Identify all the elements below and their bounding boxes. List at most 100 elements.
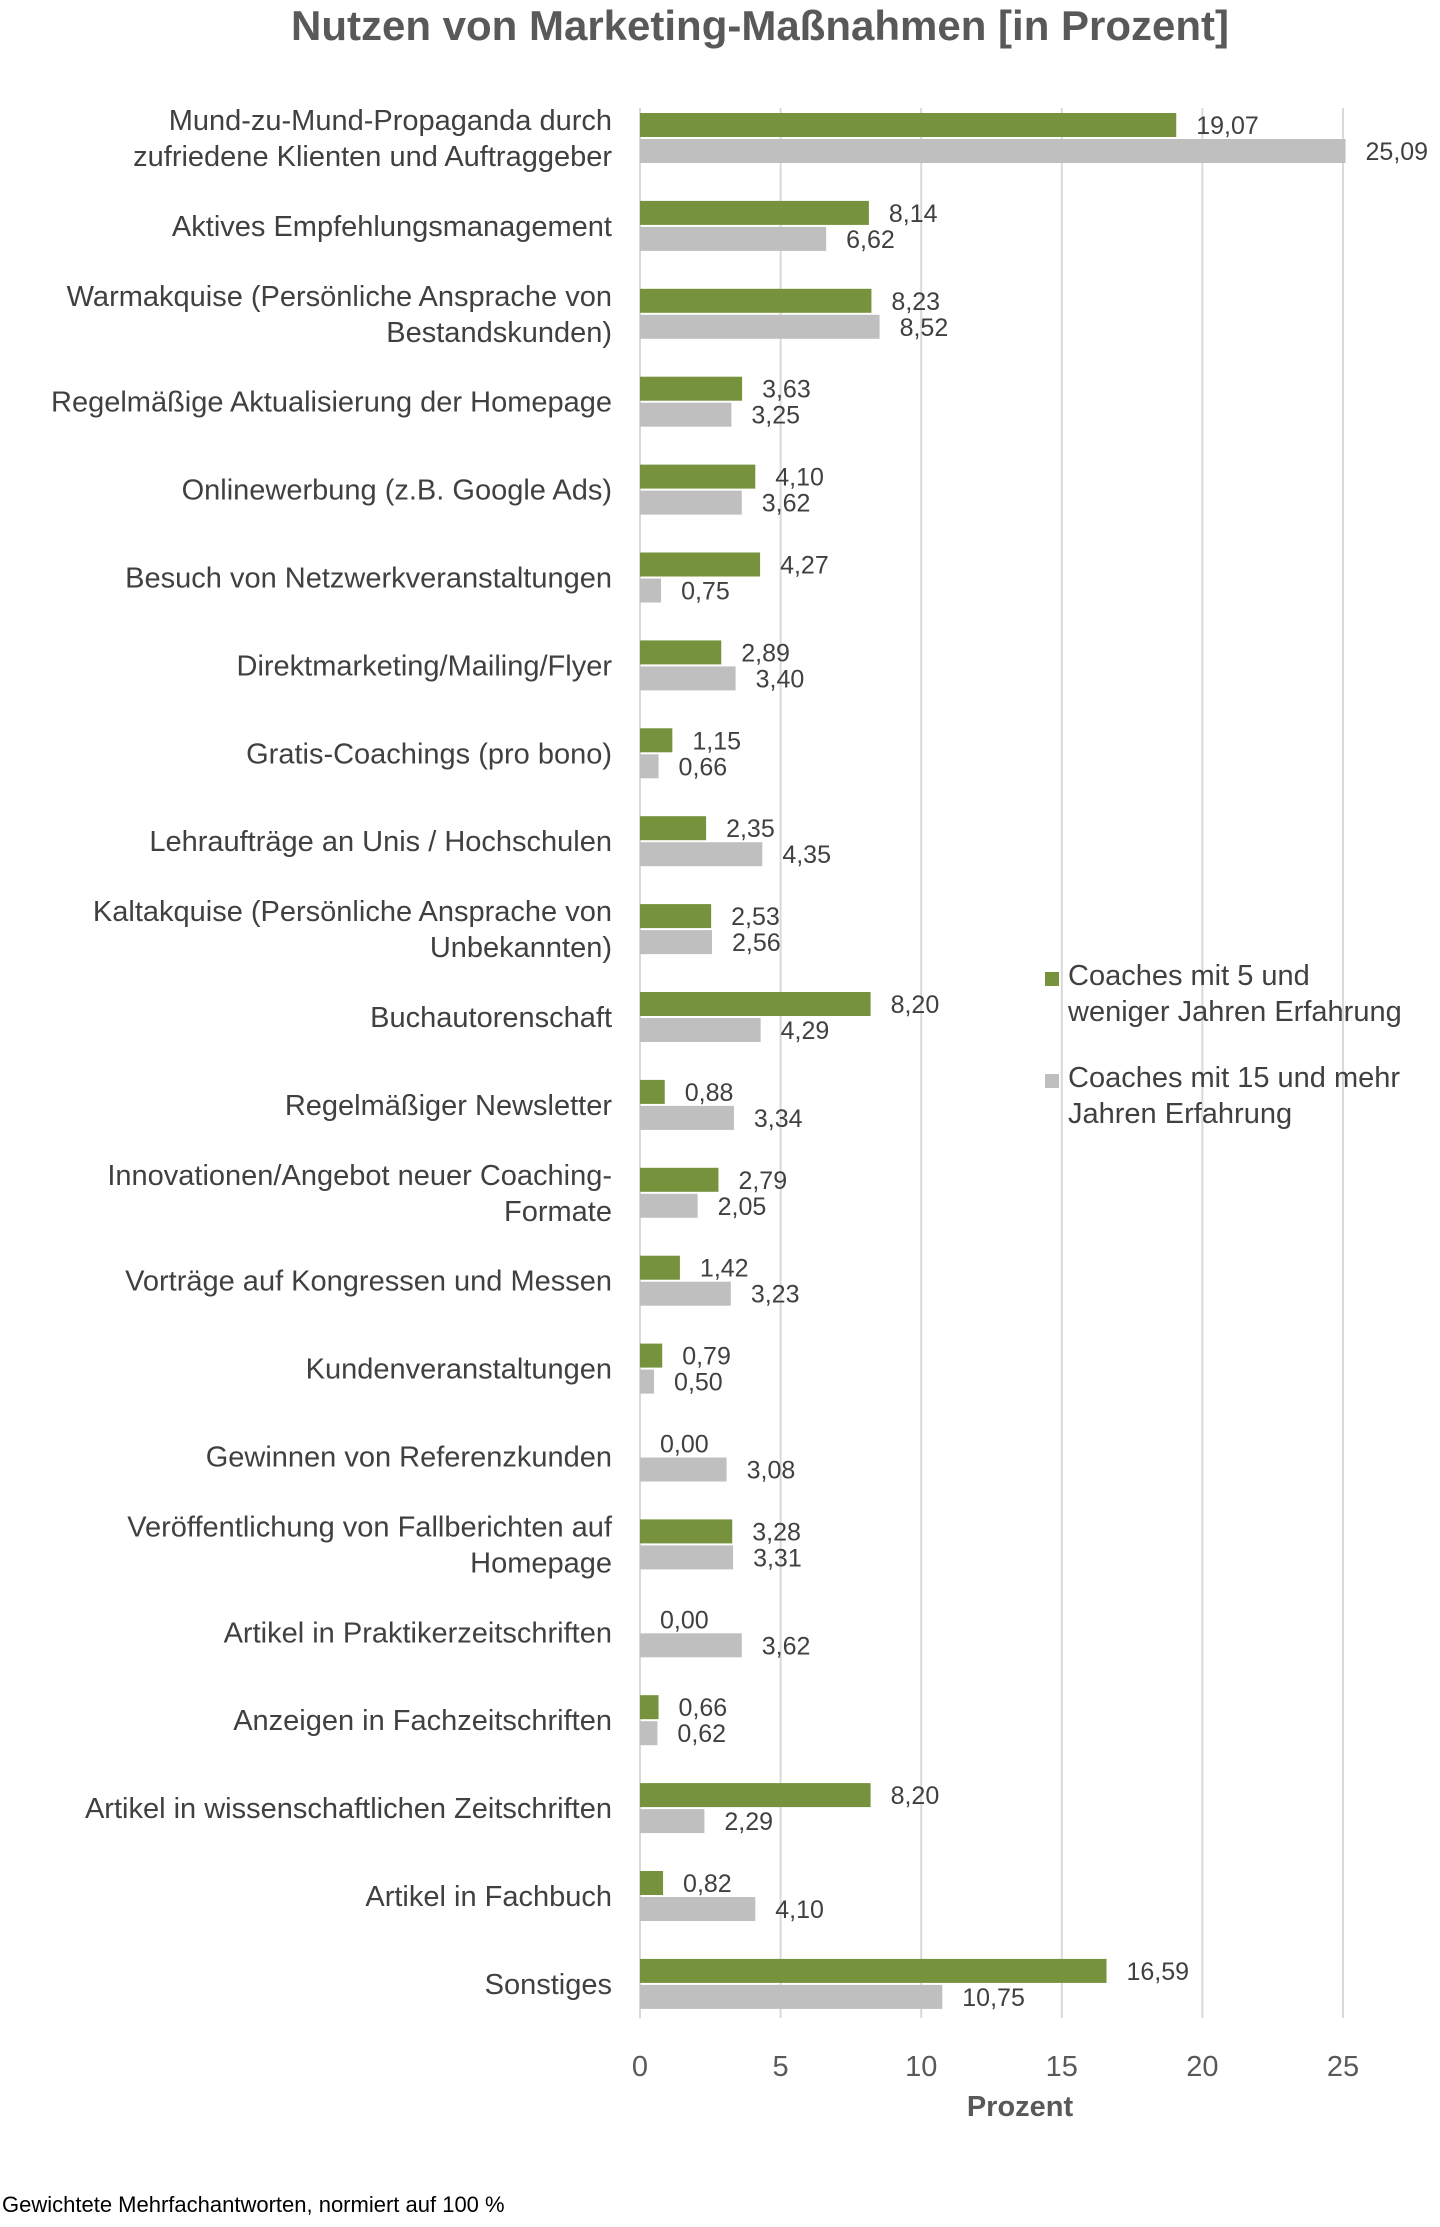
category-label: Kundenveranstaltungen bbox=[306, 1354, 612, 1386]
bar-series-2 bbox=[640, 930, 712, 955]
data-label: 1,42 bbox=[700, 1255, 749, 1283]
data-label: 3,25 bbox=[751, 402, 800, 430]
data-label: 19,07 bbox=[1196, 112, 1259, 140]
bar-series-2 bbox=[640, 1457, 727, 1482]
data-label: 4,27 bbox=[780, 552, 829, 580]
category-label: Innovationen/Angebot neuer Coaching- Form… bbox=[107, 1160, 612, 1228]
bar-series-2 bbox=[640, 1281, 731, 1306]
data-label: 3,28 bbox=[752, 1518, 801, 1546]
bar-series-2 bbox=[640, 1721, 658, 1746]
x-axis-title: Prozent bbox=[967, 2091, 1074, 2123]
category-label-line: Artikel in wissenschaftlichen Zeitschrif… bbox=[85, 1793, 612, 1825]
bar-series-1 bbox=[640, 1695, 659, 1720]
data-label: 4,29 bbox=[781, 1017, 830, 1045]
bar-series-2 bbox=[640, 842, 763, 867]
bar-series-2 bbox=[640, 1369, 655, 1394]
x-tick-label: 5 bbox=[773, 2051, 789, 2083]
legend: Coaches mit 5 und weniger Jahren Erfahrun… bbox=[1045, 960, 1402, 1130]
data-label: 0,79 bbox=[682, 1343, 731, 1371]
category-label: Veröffentlichung von Fallberichten auf Ho… bbox=[127, 1511, 613, 1579]
category-label-line: Veröffentlichung von Fallberichten auf bbox=[127, 1511, 613, 1543]
data-label: 2,35 bbox=[726, 815, 775, 843]
bar-series-2 bbox=[640, 139, 1346, 163]
data-label: 16,59 bbox=[1127, 1958, 1190, 1986]
legend-swatch bbox=[1045, 1074, 1059, 1088]
bar-series-1 bbox=[640, 1255, 680, 1280]
bar-series-2 bbox=[640, 1105, 734, 1130]
bar-series-1 bbox=[640, 1343, 663, 1368]
legend-entry-line: Coaches mit 5 und bbox=[1068, 960, 1310, 992]
legend-entry-line: Coaches mit 15 und mehr bbox=[1068, 1062, 1400, 1094]
bar-series-2 bbox=[640, 1633, 742, 1658]
bar-series-1 bbox=[640, 1958, 1107, 1983]
category-label-line: Mund-zu-Mund-Propaganda durch bbox=[169, 105, 612, 137]
category-label: Artikel in wissenschaftlichen Zeitschrif… bbox=[85, 1793, 612, 1825]
data-label: 0,66 bbox=[679, 1694, 728, 1722]
category-label-line: Aktives Empfehlungsmanagement bbox=[172, 211, 612, 243]
data-label: 0,66 bbox=[679, 753, 728, 781]
bar-series-2 bbox=[640, 1545, 734, 1570]
data-label: 3,62 bbox=[762, 1632, 811, 1660]
category-label: Direktmarketing/Mailing/Flyer bbox=[237, 650, 613, 682]
bar-series-1 bbox=[640, 904, 712, 929]
data-label: 0,75 bbox=[681, 578, 730, 606]
data-label: 0,00 bbox=[660, 1606, 709, 1634]
bar-series-1 bbox=[640, 288, 872, 313]
category-label: Lehraufträge an Unis / Hochschulen bbox=[149, 826, 612, 858]
category-label-line: Artikel in Praktikerzeitschriften bbox=[224, 1617, 612, 1649]
category-label: Anzeigen in Fachzeitschriften bbox=[233, 1705, 612, 1737]
bar-series-1 bbox=[640, 728, 673, 753]
data-label: 3,34 bbox=[754, 1105, 803, 1133]
x-axis-ticks: 0 5 10 15 20 25 bbox=[632, 2051, 1359, 2083]
category-label-line: Kundenveranstaltungen bbox=[306, 1354, 612, 1386]
data-label: 3,40 bbox=[756, 665, 805, 693]
category-label: Aktives Empfehlungsmanagement bbox=[172, 211, 612, 243]
category-label-line: Unbekannten) bbox=[430, 932, 612, 964]
data-label: 3,31 bbox=[753, 1544, 802, 1572]
category-label-line: Vorträge auf Kongressen und Messen bbox=[125, 1266, 612, 1298]
legend-entry: Coaches mit 15 und mehr Jahren Erfahrung bbox=[1068, 1062, 1400, 1130]
bar-series-1 bbox=[640, 1519, 733, 1544]
bar-series-1 bbox=[640, 1079, 665, 1104]
data-label: 0,00 bbox=[660, 1431, 709, 1459]
data-label: 2,05 bbox=[718, 1193, 767, 1221]
data-label: 0,88 bbox=[685, 1079, 734, 1107]
data-label: 2,56 bbox=[732, 929, 781, 957]
category-label: Buchautorenschaft bbox=[370, 1002, 612, 1034]
data-label: 3,23 bbox=[751, 1281, 800, 1309]
data-label: 4,10 bbox=[775, 464, 824, 492]
bar-series-2 bbox=[640, 1193, 698, 1218]
category-label-line: Kaltakquise (Persönliche Ansprache von bbox=[93, 896, 612, 928]
data-labels: 19,0725,098,146,628,238,523,633,254,103,… bbox=[660, 112, 1428, 2012]
category-label-line: Besuch von Netzwerkveranstaltungen bbox=[125, 563, 612, 595]
category-label-line: Artikel in Fachbuch bbox=[365, 1881, 612, 1913]
x-tick-label: 15 bbox=[1046, 2051, 1078, 2083]
bar-series-1 bbox=[640, 1871, 664, 1895]
data-label: 2,79 bbox=[738, 1167, 787, 1195]
data-label: 8,14 bbox=[889, 200, 938, 228]
category-label: Kaltakquise (Persönliche Ansprache von Un… bbox=[93, 896, 612, 964]
category-label-line: Sonstiges bbox=[485, 1969, 612, 2001]
bar-series-2 bbox=[640, 666, 736, 691]
category-label-line: Formate bbox=[504, 1196, 612, 1228]
data-label: 25,09 bbox=[1366, 138, 1429, 166]
bar-series-2 bbox=[640, 1018, 761, 1042]
category-label: Mund-zu-Mund-Propaganda durch zufriedene … bbox=[133, 105, 612, 173]
category-label: Gewinnen von Referenzkunden bbox=[206, 1442, 612, 1474]
category-label-line: Lehraufträge an Unis / Hochschulen bbox=[149, 826, 612, 858]
data-label: 4,35 bbox=[782, 841, 831, 869]
x-tick-label: 0 bbox=[632, 2051, 648, 2083]
data-label: 8,52 bbox=[900, 314, 949, 342]
category-label-line: Buchautorenschaft bbox=[370, 1002, 612, 1034]
category-label-line: Innovationen/Angebot neuer Coaching- bbox=[107, 1160, 612, 1192]
category-label: Onlinewerbung (z.B. Google Ads) bbox=[182, 475, 612, 507]
footnote: Gewichtete Mehrfachantworten, normiert a… bbox=[2, 2192, 505, 2217]
bar-series-2 bbox=[640, 754, 659, 779]
legend-swatch bbox=[1045, 972, 1059, 986]
legend-entry: Coaches mit 5 und weniger Jahren Erfahrun… bbox=[1067, 960, 1402, 1028]
bar-series-1 bbox=[640, 113, 1177, 137]
data-label: 6,62 bbox=[846, 226, 895, 254]
category-label: Warmakquise (Persönliche Ansprache von Be… bbox=[67, 281, 612, 349]
bar-series-2 bbox=[640, 1897, 756, 1921]
